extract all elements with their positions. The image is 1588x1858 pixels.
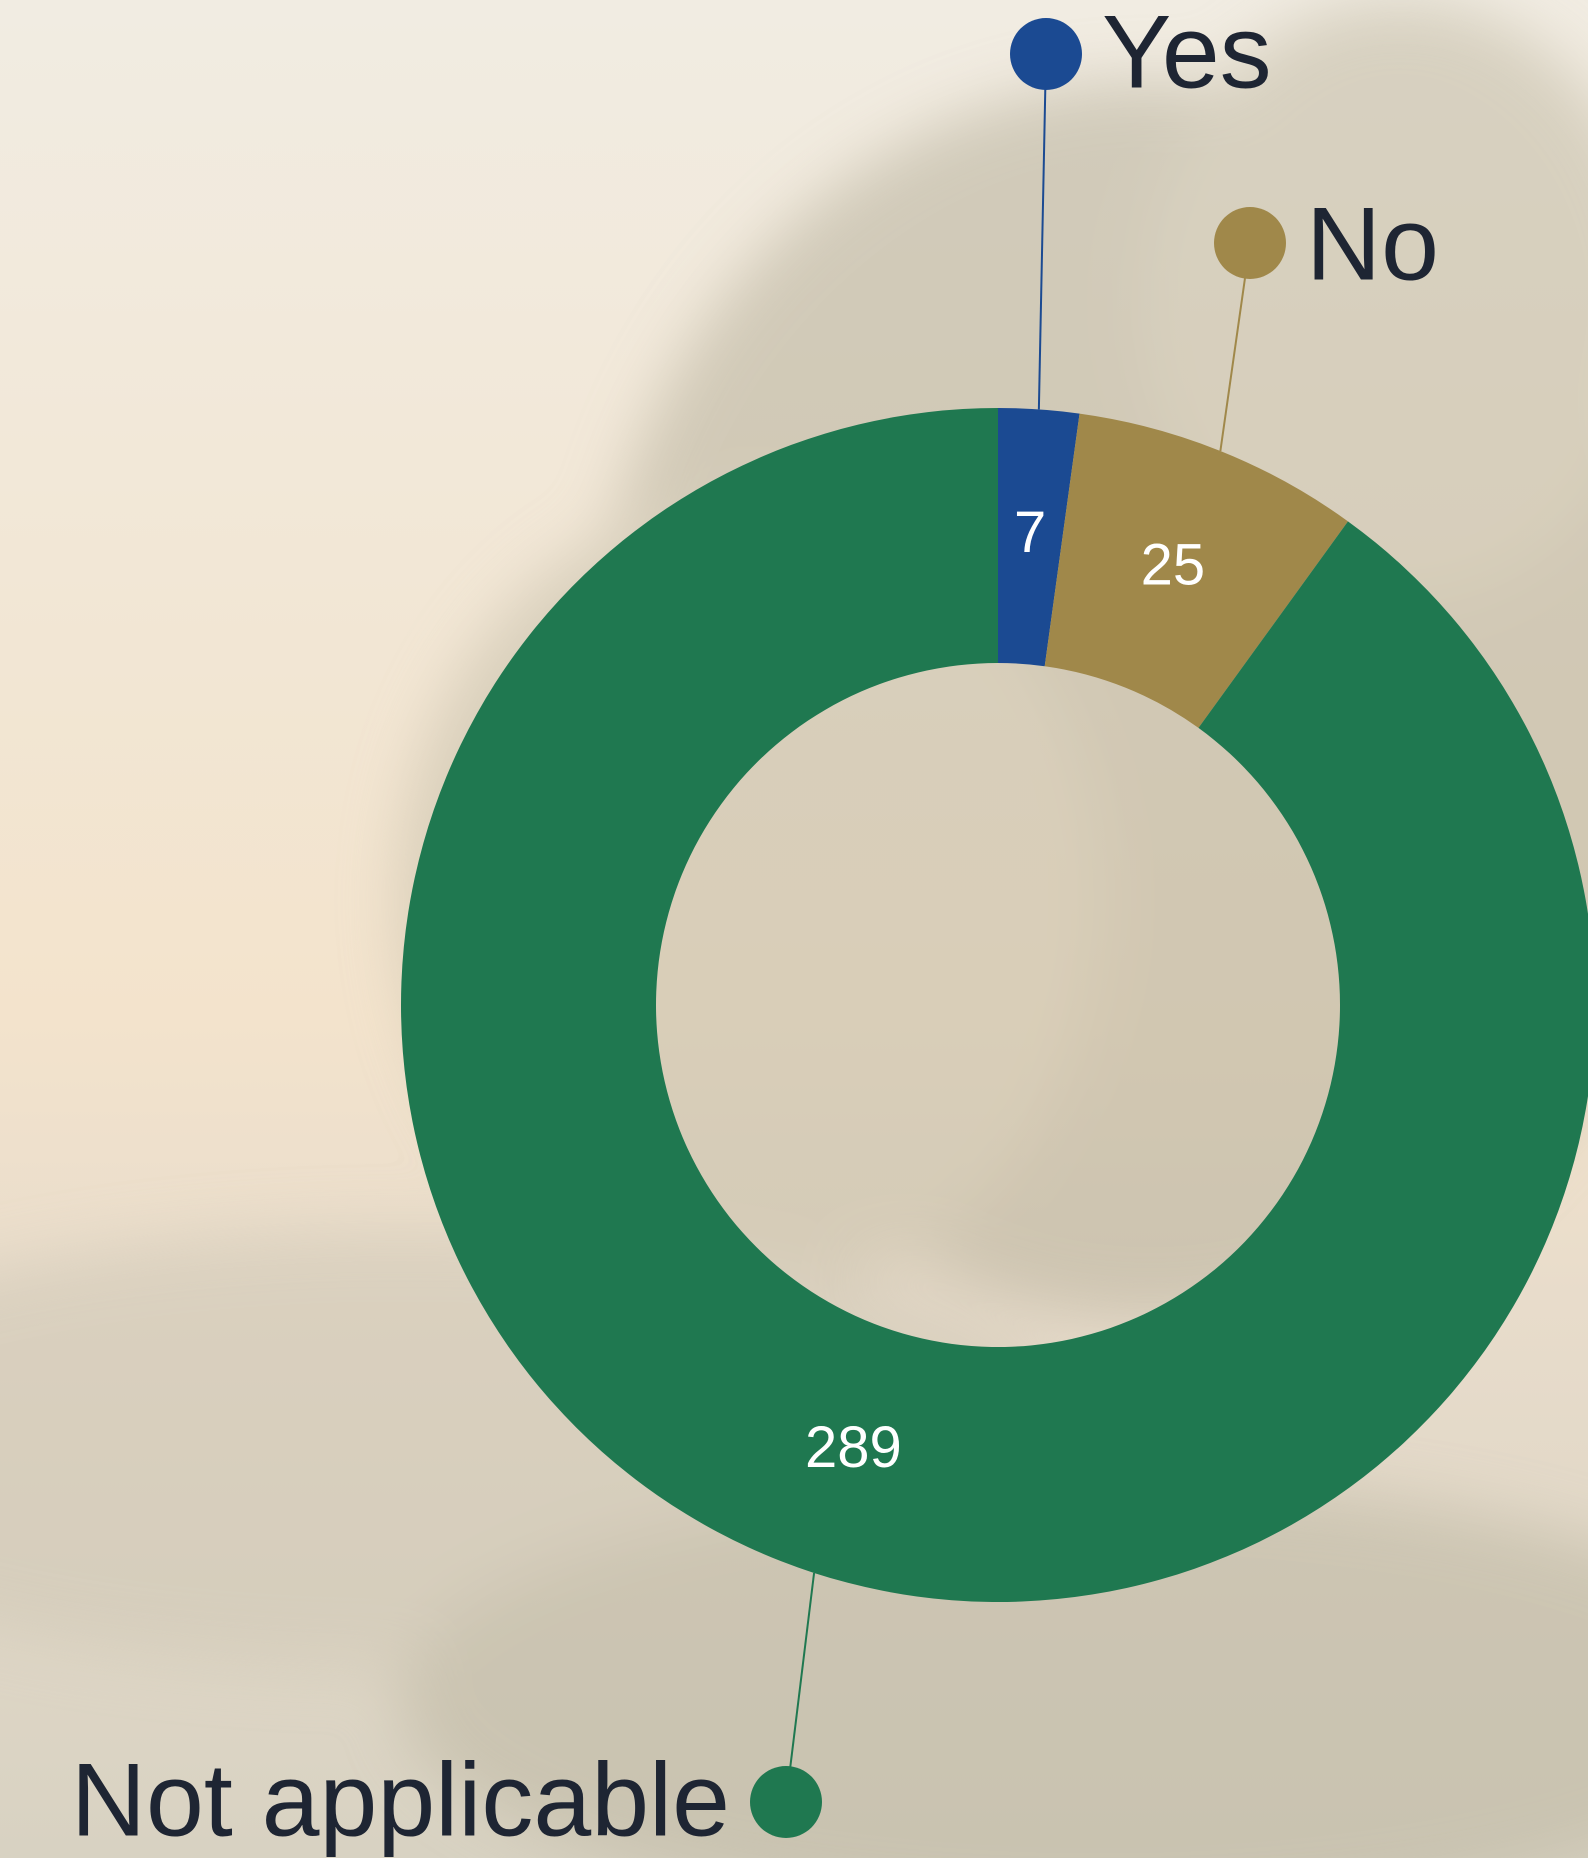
legend-dot (1214, 207, 1286, 279)
value-label: 25 (1141, 533, 1206, 598)
donut-slice (998, 408, 1080, 667)
category-label: Not applicable (71, 1742, 730, 1858)
legend-dot (750, 1766, 822, 1838)
value-label: 7 (1014, 500, 1046, 565)
leader-line (785, 1572, 816, 1803)
leader-line (1037, 53, 1047, 410)
value-label: 289 (805, 1415, 902, 1480)
donut-slice (1044, 413, 1348, 728)
legend-dot (1010, 18, 1082, 90)
donut (401, 408, 1588, 1602)
labels: 7 Yes 25 No 289 Not applicable (71, 0, 1439, 1858)
category-label: Yes (1102, 0, 1272, 110)
donut-slice (401, 408, 1588, 1602)
category-label: No (1306, 186, 1439, 302)
